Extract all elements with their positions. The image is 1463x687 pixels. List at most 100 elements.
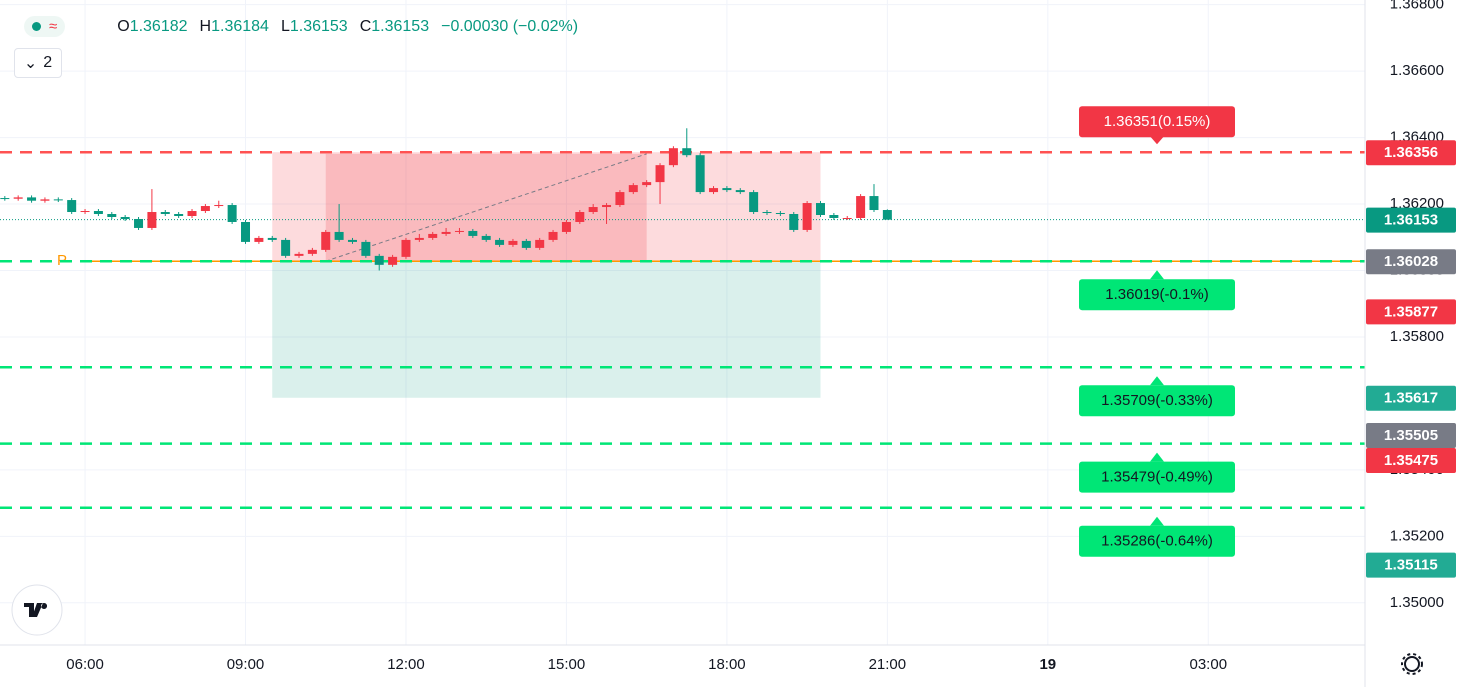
- candle-body: [347, 239, 357, 242]
- candle-body: [374, 255, 384, 265]
- candle-body: [575, 212, 585, 222]
- candle-body: [40, 199, 50, 201]
- candle-body: [869, 196, 879, 211]
- price-tag: [1366, 207, 1456, 233]
- candle-body: [481, 235, 491, 240]
- order-label-box: [1079, 279, 1235, 311]
- candle-body: [428, 233, 438, 238]
- candle-body: [187, 211, 197, 216]
- candle-body: [53, 199, 63, 201]
- y-tick-label: 1.35800: [1390, 328, 1444, 345]
- indicator-toggle[interactable]: ⌄ 2: [14, 48, 62, 78]
- candle-body: [227, 205, 237, 222]
- x-tick-label: 09:00: [227, 656, 265, 673]
- ohlc-value: 1.36182: [129, 17, 188, 35]
- order-label-box: [1079, 385, 1235, 417]
- settings-icon[interactable]: [1401, 653, 1423, 675]
- candle-body: [334, 231, 344, 240]
- y-tick-label: 1.36600: [1390, 62, 1444, 79]
- price-tag-label: 1.36028: [1384, 253, 1438, 270]
- legend: ≈ O 1.36182 H 1.36184 L 1.36153 C 1.36153 −0…: [24, 16, 590, 37]
- candle-body: [682, 148, 692, 156]
- indicator-count: 2: [43, 54, 53, 71]
- label-pointer: [1150, 270, 1164, 280]
- x-tick-label: 15:00: [548, 656, 586, 673]
- candle-body: [134, 218, 144, 228]
- order-label: 1.35286(-0.64%): [1101, 533, 1213, 550]
- candle-body: [321, 231, 331, 250]
- candle-body: [454, 230, 464, 232]
- candle-body: [749, 192, 759, 213]
- order-label: 1.36019(-0.1%): [1105, 286, 1208, 303]
- candle-body: [882, 210, 892, 220]
- candle-body: [548, 231, 558, 240]
- y-tick-label: 1.35000: [1390, 594, 1444, 611]
- price-tag: [1366, 447, 1456, 473]
- label-pointer: [1150, 136, 1164, 145]
- candle-body: [267, 237, 277, 240]
- price-tag-label: 1.35877: [1384, 303, 1438, 320]
- candle-body: [602, 205, 612, 208]
- candle-body: [655, 165, 665, 183]
- x-tick-label: 12:00: [387, 656, 425, 673]
- candle-body: [668, 148, 678, 166]
- x-tick-label: 19: [1039, 656, 1056, 673]
- ohlc-label: L: [280, 17, 290, 35]
- candle-body: [388, 256, 398, 265]
- trade-path: [325, 153, 647, 262]
- x-tick-label: 03:00: [1190, 656, 1228, 673]
- candle-body: [802, 203, 812, 230]
- candle-body: [241, 221, 251, 242]
- candle-body: [829, 215, 839, 218]
- ohlc-label: O: [117, 17, 130, 35]
- candle-body: [642, 182, 652, 186]
- chart-layer: P1.36351(0.15%)1.36019(-0.1%)1.35709(-0.…: [0, 0, 1365, 645]
- price-tag: [1366, 385, 1456, 411]
- candle-body: [709, 188, 719, 193]
- price-tag-label: 1.36153: [1384, 212, 1438, 229]
- candle-body: [628, 185, 638, 193]
- ohlc-value: 1.36153: [289, 17, 348, 35]
- price-tag-label: 1.35505: [1384, 427, 1438, 444]
- x-tick-label: 18:00: [708, 656, 746, 673]
- ohlc-value: 1.36184: [211, 17, 269, 35]
- candle-body: [294, 253, 304, 256]
- x-tick-label: 06:00: [66, 656, 104, 673]
- candle-body: [762, 212, 772, 214]
- candle-body: [27, 197, 37, 201]
- candle-body: [561, 221, 571, 232]
- label-pointer: [1150, 376, 1164, 386]
- candle-body: [441, 231, 451, 234]
- candle-body: [789, 214, 799, 230]
- candle-body: [147, 212, 157, 228]
- candle-body: [722, 188, 732, 191]
- price-tag-label: 1.35617: [1384, 390, 1438, 407]
- candle-body: [468, 230, 478, 236]
- ohlc-label: H: [199, 17, 212, 35]
- candle-body: [856, 196, 866, 218]
- ohlc-value: 1.36153: [371, 17, 430, 35]
- candle-body: [588, 207, 598, 213]
- candle-body: [361, 241, 371, 256]
- candle-body: [521, 240, 531, 248]
- candle-body: [281, 239, 291, 256]
- price-tag: [1366, 140, 1456, 166]
- candle-body: [535, 239, 545, 248]
- loss-zone: [272, 261, 821, 398]
- order-label: 1.35709(-0.33%): [1101, 392, 1213, 409]
- candle-body: [307, 249, 317, 254]
- candle-body: [615, 192, 625, 206]
- candle-body: [160, 212, 170, 215]
- ohlc-label: C: [359, 17, 372, 35]
- candle-body: [67, 200, 77, 213]
- candle-body: [254, 237, 264, 242]
- symbol-pill[interactable]: ≈: [24, 16, 66, 37]
- candle-body: [174, 214, 184, 216]
- y-tick-label: 1.35200: [1390, 527, 1444, 544]
- candle-body: [200, 206, 210, 212]
- price-tag: [1366, 249, 1456, 275]
- candle-body: [842, 217, 852, 219]
- candle-body: [107, 214, 117, 217]
